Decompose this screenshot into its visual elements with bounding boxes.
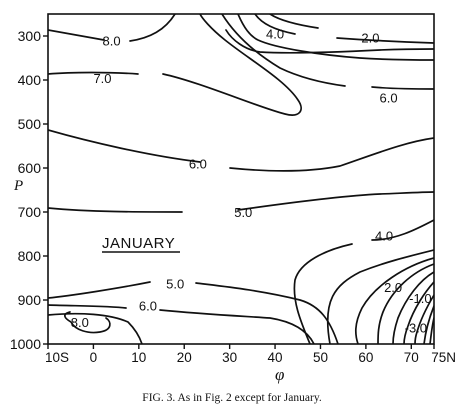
- contour-value-label: 2.0: [384, 280, 402, 295]
- contour-line: [403, 281, 434, 344]
- x-tick-label: 75N: [431, 350, 456, 365]
- contour-value-label: 6.0: [380, 91, 398, 106]
- contour-line: [48, 129, 434, 172]
- contour-line: [64, 311, 111, 334]
- contour-line: [237, 14, 434, 61]
- y-tick-label: 800: [18, 248, 42, 264]
- contour-line: [48, 281, 339, 344]
- contour-value-label: 8.0: [103, 33, 121, 48]
- contour-lines: [48, 14, 434, 344]
- y-tick-label: 600: [18, 160, 42, 176]
- contour-value-label: 4.0: [375, 228, 393, 243]
- contour-line: [48, 14, 302, 116]
- contour-value-label: 5.0: [166, 277, 184, 292]
- contour-line: [429, 317, 434, 344]
- x-tick-label: 20: [177, 350, 192, 365]
- contour-value-label: 2.0: [361, 30, 379, 45]
- contour-value-label: 5.0: [234, 205, 252, 220]
- contour-line: [48, 312, 143, 344]
- y-tick-label: 1000: [10, 336, 41, 352]
- contour-line: [293, 219, 434, 344]
- contour-value-label: 4.0: [266, 26, 284, 41]
- x-tick-label: 50: [313, 350, 328, 365]
- y-tick-label: 700: [18, 204, 42, 220]
- x-tick-label: 0: [90, 350, 98, 365]
- contour-value-label: 6.0: [139, 299, 157, 314]
- x-axis-ticks: 10S 0 10 20 30 40 50 60 70 75N: [45, 344, 456, 365]
- y-tick-label: 500: [18, 116, 42, 132]
- x-tick-label: 10: [131, 350, 146, 365]
- contour-line: [269, 14, 319, 29]
- contour-value-label: 6.0: [189, 157, 207, 172]
- x-axis-label: φ: [275, 365, 284, 384]
- figure-caption: FIG. 3. As in Fig. 2 except for January.: [142, 392, 322, 404]
- contour-value-label: -1.0: [409, 291, 431, 306]
- contour-value-label: 8.0: [71, 315, 89, 330]
- y-tick-label: 300: [18, 28, 42, 44]
- contour-line: [221, 14, 434, 90]
- month-annotation: JANUARY: [102, 235, 175, 252]
- x-tick-label: 70: [404, 350, 419, 365]
- contour-value-label: -3.0: [405, 321, 427, 336]
- plot-frame: [47, 13, 435, 345]
- contour-line: [414, 294, 434, 344]
- x-tick-label: 60: [358, 350, 373, 365]
- contour-labels: 8.0 7.0 4.0 2.0 6.0 6.0 5.0 4.0 5.0 6.0 8.0 2.0 -1.0…: [71, 26, 432, 335]
- x-tick-label: 10S: [45, 350, 69, 365]
- contour-line: [48, 304, 315, 344]
- contour-line: [254, 14, 434, 44]
- y-axis-label: P: [13, 178, 23, 194]
- y-tick-label: 900: [18, 292, 42, 308]
- x-tick-label: 30: [222, 350, 237, 365]
- contour-line: [354, 257, 434, 344]
- contour-line: [423, 305, 434, 344]
- contour-line: [225, 29, 434, 54]
- contour-line: [48, 14, 176, 42]
- x-tick-label: 40: [268, 350, 283, 365]
- y-axis-ticks: 300 400 500 600 700 800 900 1000: [10, 28, 48, 352]
- contour-line: [48, 191, 434, 213]
- contour-line: [392, 271, 434, 344]
- y-tick-label: 400: [18, 72, 42, 88]
- contour-value-label: 7.0: [93, 71, 111, 86]
- contour-line: [377, 263, 434, 344]
- contour-line: [326, 249, 434, 344]
